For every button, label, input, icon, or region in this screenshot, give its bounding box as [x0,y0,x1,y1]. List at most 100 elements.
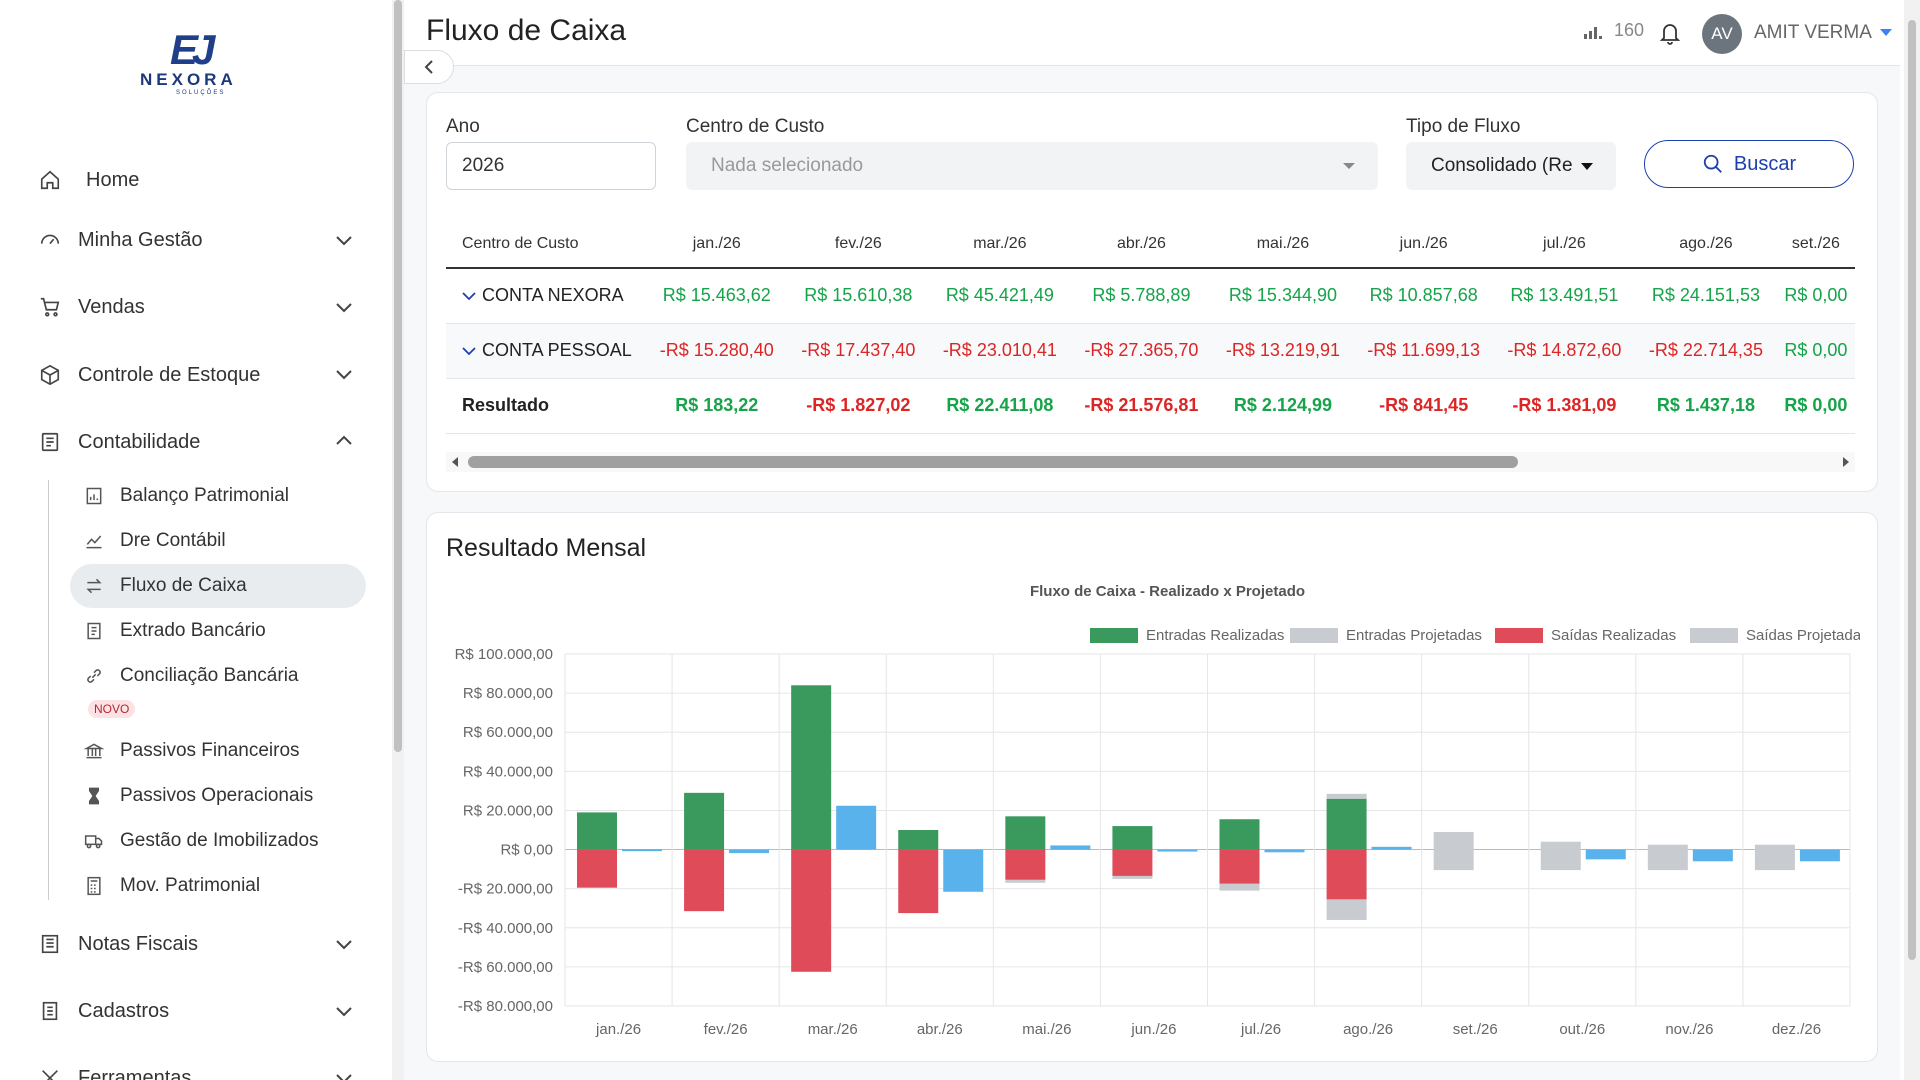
bar [1647,844,1688,850]
arrows-exchange-icon [82,574,106,598]
table-cell: -R$ 14.872,60 [1493,323,1636,379]
table-cell: R$ 24.151,53 [1635,268,1777,324]
y-tick-label: R$ 40.000,00 [463,763,553,780]
table-cell: R$ 15.610,38 [787,268,930,324]
sidebar-subitem-conciliacao[interactable]: Conciliação Bancária [70,654,366,698]
sidebar-subitem-label: Balanço Patrimonial [120,485,289,506]
chevron-down-icon[interactable] [334,364,354,384]
row-name: CONTA PESSOAL [482,340,632,360]
chevron-left-icon [424,60,433,74]
brand-logo[interactable]: EJ NEXORA SOLUÇÕES [136,26,256,102]
chevron-down-icon[interactable] [462,291,476,301]
sidebar-item-minha-gestao[interactable]: Minha Gestão [36,220,203,260]
scroll-left-icon[interactable] [450,456,460,468]
sidebar-subitem-fluxo-caixa[interactable]: Fluxo de Caixa [70,564,366,608]
report-icon [82,484,106,508]
sidebar-item-notas-fiscais[interactable]: Notas Fiscais [36,924,198,964]
x-tick-label: jun./26 [1130,1021,1176,1038]
bar [684,849,725,912]
caret-down-icon [1343,163,1355,169]
chevron-down-icon[interactable] [462,346,476,356]
receipt-icon [82,619,106,643]
x-tick-label: dez./26 [1772,1021,1821,1038]
row-name: CONTA NEXORA [482,285,624,306]
column-header: fev./26 [787,220,930,269]
bar [1157,849,1198,852]
novo-badge: NOVO [88,700,136,718]
x-tick-label: mai./26 [1022,1021,1071,1038]
y-tick-label: R$ 80.000,00 [463,685,553,702]
centro-custo-placeholder: Nada selecionado [711,155,864,176]
cart-icon [36,295,64,319]
sidebar-subitem-imobilizados[interactable]: Gestão de Imobilizados [70,819,366,863]
chevron-down-icon[interactable] [334,1001,354,1021]
chart-section-title: Resultado Mensal [446,534,647,562]
ano-field[interactable]: 2026 [446,142,656,190]
table-cell: R$ 1.437,18 [1635,378,1777,434]
signal-icon [1584,26,1602,39]
avatar[interactable]: AV [1702,14,1742,54]
table-cell: R$ 22.411,08 [929,378,1071,434]
tipo-fluxo-value: Consolidado (Re [1431,155,1573,176]
sidebar-scrollbar[interactable] [392,0,404,1080]
sidebar-item-ferramentas[interactable]: Ferramentas [36,1058,191,1080]
table-cell: R$ 45.421,49 [929,268,1071,324]
sidebar-scrollbar-thumb[interactable] [394,0,402,752]
table-scrollbar-thumb[interactable] [468,456,1518,468]
column-header: mar./26 [929,220,1071,269]
sidebar-subitem-dre[interactable]: Dre Contábil [70,519,366,563]
table-row[interactable]: CONTA PESSOAL -R$ 15.280,40 -R$ 17.437,4… [446,323,1855,379]
sidebar-subitem-passivos-financeiros[interactable]: Passivos Financeiros [70,729,366,773]
bar [1540,849,1581,871]
brand-subtitle: SOLUÇÕES [176,90,226,96]
sidebar-item-contabilidade[interactable]: Contabilidade [36,422,200,462]
buscar-button[interactable]: Buscar [1644,140,1854,188]
cash-flow-table: Centro de Custo jan./26 fev./26 mar./26 … [446,220,1855,434]
legend-label: Entradas Projetadas [1346,627,1482,644]
bar [791,849,832,972]
sidebar-item-cadastros[interactable]: Cadastros [36,991,169,1031]
chevron-down-icon[interactable] [334,1068,354,1080]
bar [1433,831,1474,850]
x-tick-label: fev./26 [704,1021,748,1038]
sidebar-item-home[interactable]: Home [36,160,139,200]
table-row[interactable]: CONTA NEXORA R$ 15.463,62 R$ 15.610,38 R… [446,268,1855,324]
ledger-icon [36,430,64,454]
scroll-right-icon[interactable] [1841,456,1851,468]
signal-indicator[interactable]: 160 [1582,20,1644,41]
sidebar-subitem-passivos-operacionais[interactable]: Passivos Operacionais [70,774,366,818]
sidebar-item-vendas[interactable]: Vendas [36,287,145,327]
sidebar-item-controle-estoque[interactable]: Controle de Estoque [36,355,260,395]
row-name-cell[interactable]: CONTA NEXORA [446,268,646,324]
collapse-sidebar-button[interactable] [404,50,454,84]
chevron-up-icon[interactable] [334,431,354,451]
bell-icon[interactable] [1658,20,1682,46]
sidebar-subitem-balanco[interactable]: Balanço Patrimonial [70,474,366,518]
centro-custo-select[interactable]: Nada selecionado [686,142,1378,190]
sidebar-item-label: Ferramentas [78,1066,192,1080]
chevron-down-icon[interactable] [334,934,354,954]
bar [836,805,877,850]
page-vertical-scrollbar[interactable] [1904,0,1920,1080]
chevron-down-icon[interactable] [334,230,354,250]
chevron-down-icon[interactable] [334,297,354,317]
tipo-fluxo-select[interactable]: Consolidado (Re [1406,142,1616,190]
sidebar-subitem-mov-patrimonial[interactable]: Mov. Patrimonial [70,864,366,908]
table-cell: R$ 2.124,99 [1212,378,1354,434]
x-tick-label: abr./26 [917,1021,963,1038]
page-scrollbar-thumb[interactable] [1908,20,1916,960]
row-name-cell[interactable]: CONTA PESSOAL [446,323,646,379]
bar [1219,819,1260,850]
bar [791,685,832,850]
y-tick-label: R$ 0,00 [500,842,553,859]
hourglass-icon [82,784,106,808]
table-cell: R$ 0,00 [1776,268,1855,324]
user-menu[interactable]: AMIT VERMA [1754,22,1892,44]
table-horizontal-scrollbar[interactable] [446,452,1855,472]
signal-value: 160 [1614,20,1645,40]
column-header: set./26 [1776,220,1855,269]
legend-swatch [1290,628,1338,643]
box-icon [36,363,64,387]
sidebar-subitem-extrato[interactable]: Extrado Bancário [70,609,366,653]
search-icon [1703,154,1722,173]
